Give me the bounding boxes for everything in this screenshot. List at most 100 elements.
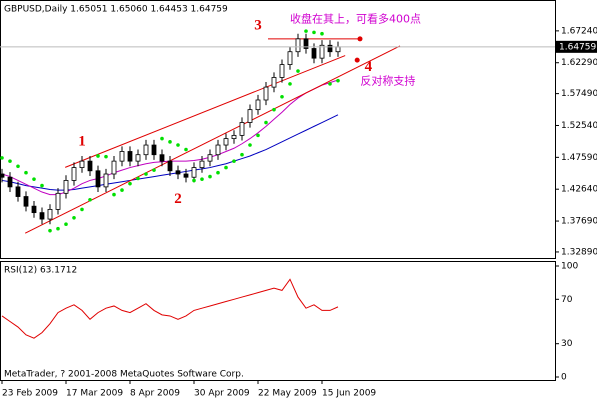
sar-dot xyxy=(64,222,68,227)
sar-dot xyxy=(128,181,132,186)
sar-dot xyxy=(288,82,292,86)
rsi-tick-label: 70 xyxy=(561,295,573,305)
candle-body xyxy=(223,138,229,146)
note: 反对称支持 xyxy=(360,73,415,87)
candle-body xyxy=(95,170,101,188)
note: 收盘在其上，可看多400点 xyxy=(290,12,421,26)
candle-body xyxy=(231,134,237,140)
annotation: 1 xyxy=(78,133,86,149)
sar-dot xyxy=(56,226,60,231)
moving-average xyxy=(1,79,339,196)
last-price-label: 1.64759 xyxy=(559,42,596,52)
candle-body xyxy=(175,170,181,175)
sar-dot xyxy=(24,170,28,175)
candle-body xyxy=(7,176,13,188)
sar-dot xyxy=(152,168,156,172)
candle-body xyxy=(63,180,69,194)
x-tick-label: 23 Feb 2009 xyxy=(2,389,58,399)
sar-dot xyxy=(224,165,228,170)
candle-body xyxy=(55,192,61,210)
y-tick-label: 1.52540 xyxy=(561,121,597,131)
sar-dot xyxy=(248,143,252,147)
sar-dot xyxy=(120,188,124,192)
trend-line xyxy=(65,55,346,168)
x-tick-label: 30 Apr 2009 xyxy=(194,389,250,399)
sar-dot xyxy=(176,143,180,147)
sar-dot xyxy=(48,228,52,233)
candle-body xyxy=(271,77,277,88)
sar-dot xyxy=(240,152,244,157)
last-price-box xyxy=(556,40,597,53)
rsi-label: RSI(12) 63.1712 xyxy=(4,266,77,276)
candle-body xyxy=(103,173,109,188)
candle-body xyxy=(31,205,37,214)
sar-dot xyxy=(280,94,284,99)
trend-line xyxy=(24,45,401,234)
price-panel xyxy=(0,0,556,259)
candle-body xyxy=(119,151,125,162)
candle-body xyxy=(263,86,269,101)
sar-dot xyxy=(200,177,204,181)
sar-dot xyxy=(0,156,4,160)
candle-body xyxy=(23,196,29,207)
candle-body xyxy=(215,144,221,156)
candle-body xyxy=(327,44,333,53)
sar-dot xyxy=(72,215,76,220)
candle-body xyxy=(295,38,301,53)
candle-body xyxy=(111,160,117,175)
sar-dot xyxy=(104,154,108,159)
x-tick-label: 22 May 2009 xyxy=(258,389,317,399)
candle-body xyxy=(0,173,5,178)
sar-dot xyxy=(32,177,36,181)
sar-dot xyxy=(40,183,44,188)
rsi-tick-label: 30 xyxy=(561,339,573,349)
x-tick-label: 17 Mar 2009 xyxy=(66,389,123,399)
annotation: 3 xyxy=(254,17,262,33)
sar-dot xyxy=(8,159,12,163)
y-tick-label: 1.57490 xyxy=(561,89,597,99)
sar-dot xyxy=(96,154,100,158)
candle-body xyxy=(135,154,141,162)
sar-dot xyxy=(312,30,316,35)
candle-body xyxy=(311,48,317,59)
candle-body xyxy=(287,51,293,65)
candle-body xyxy=(319,44,325,59)
chart-title: GBPUSD,Daily 1.65051 1.65060 1.64453 1.6… xyxy=(4,5,228,15)
annotation: 2 xyxy=(174,191,182,207)
x-tick-label: 15 Jun 2009 xyxy=(322,389,376,399)
sar-dot xyxy=(144,172,148,176)
rsi-tick-label: 0 xyxy=(561,373,567,383)
y-tick-label: 1.32890 xyxy=(561,247,597,257)
sar-dot xyxy=(136,176,140,181)
candle-body xyxy=(79,160,85,168)
sar-dot xyxy=(320,31,324,36)
footer: MetaTrader, ? 2001-2008 MetaQuotes Softw… xyxy=(4,370,244,380)
sar-dot xyxy=(16,164,20,169)
sar-dot xyxy=(192,178,196,183)
candle-body xyxy=(151,144,157,156)
candle-body xyxy=(183,173,189,178)
y-tick-label: 1.67240 xyxy=(561,26,597,36)
candle-body xyxy=(191,167,197,178)
candle-body xyxy=(143,144,149,156)
sar-dot xyxy=(88,197,92,202)
rsi-line xyxy=(1,278,339,339)
candle-body xyxy=(255,99,261,111)
sar-dot xyxy=(296,69,300,73)
candle-body xyxy=(15,186,21,197)
marker-dot xyxy=(354,57,360,63)
sar-dot xyxy=(336,78,340,83)
candle-body xyxy=(167,160,173,172)
moving-average xyxy=(1,114,339,191)
sar-dot xyxy=(112,192,116,197)
sar-dot xyxy=(256,133,260,138)
y-tick-label: 1.62290 xyxy=(561,58,597,68)
sar-dot xyxy=(232,159,236,163)
y-tick-label: 1.42640 xyxy=(561,185,597,195)
sar-dot xyxy=(304,29,308,33)
sar-dot xyxy=(328,82,332,86)
candle-body xyxy=(247,109,253,123)
sar-dot xyxy=(208,174,212,179)
candle-body xyxy=(279,64,285,78)
